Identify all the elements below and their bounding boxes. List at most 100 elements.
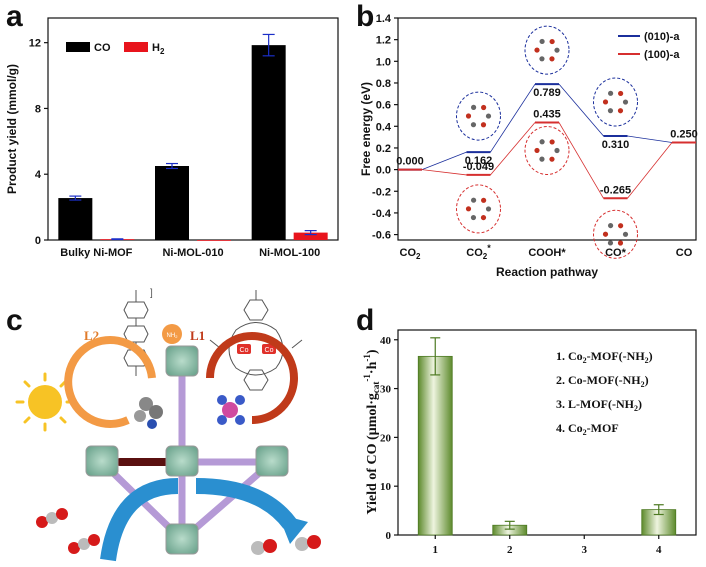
chart-b-molecule-atom <box>470 122 477 128</box>
co-center-2 <box>262 344 276 354</box>
chart-b-molecule-inset <box>593 77 638 127</box>
chart-d-ytick-label: 0 <box>386 530 392 542</box>
node-bottom <box>165 523 199 555</box>
chart-b-ylabel: Free energy (eV) <box>359 82 373 176</box>
chart-b-molecule-atom <box>485 206 492 212</box>
chart-a-bar-h2-2 <box>197 240 231 241</box>
chart-b-molecule-atom <box>465 113 472 119</box>
chart-b-value-label: 0.250 <box>670 129 698 141</box>
chart-b-molecule-atom <box>617 108 624 114</box>
cycle-arrow-l1 <box>206 332 298 424</box>
chart-b-molecule-atom <box>607 240 614 246</box>
panel-d-letter: d <box>356 304 374 337</box>
chart-b-connector-1-2 <box>558 122 604 199</box>
chart-a-category-label: Ni-MOL-010 <box>162 247 223 259</box>
chart-b-molecule-atom <box>622 99 629 105</box>
chart-b-molecule-inset <box>456 184 501 234</box>
chart-a-bar-h2-3 <box>293 232 328 240</box>
chart-b-molecule-atom <box>618 223 624 229</box>
chart-b-connector-0-0 <box>421 151 467 170</box>
chart-b-ytick-label: 0.8 <box>376 78 391 90</box>
chart-a-bar-co-3 <box>251 45 286 241</box>
co-molecule-1 <box>251 539 277 555</box>
chart-a-ytick-label: 12 <box>29 38 41 50</box>
co-molecule-2 <box>295 535 321 551</box>
chart-b-molecule-atom <box>549 156 555 162</box>
chart-d-legend-entry: 2. Co-MOF(-NH2) <box>556 373 649 389</box>
chart-a-frame <box>47 17 339 241</box>
chart-a-ytick-label: 0 <box>35 235 41 247</box>
chart-b-molecule-atom <box>607 90 614 96</box>
chart-b-lines: 0.162 0.789 0.310 0.000 -0.049 0.435 -0.265 0.2… <box>396 83 698 200</box>
panel-a-letter: a <box>6 0 23 33</box>
chart-b-value-label: 0.435 <box>533 109 561 121</box>
legend-100-label: (100)-a <box>644 49 680 61</box>
chart-b-ytick-label: 0.2 <box>376 143 391 155</box>
chart-b-molecule-atom <box>470 214 477 221</box>
blue-arrow-left <box>100 478 179 562</box>
chart-d-ytick-label: 10 <box>380 481 392 493</box>
chart-b-ytick-label: 0.0 <box>376 165 391 177</box>
chart-a-ytick-label: 4 <box>35 169 42 181</box>
blue-arrow-right-head <box>278 514 308 544</box>
chart-b-molecule-atom <box>607 108 614 114</box>
chart-b-value-label: 0.000 <box>396 156 424 168</box>
chart-b-molecule-atom <box>470 104 477 110</box>
legend-co-label: CO <box>94 42 111 54</box>
co2-molecule-2 <box>68 534 100 554</box>
chart-b-category-label: CO* <box>605 247 627 259</box>
chart-b-molecule-atom <box>481 104 487 111</box>
chart-d-legend-entry: 4. Co2-MOF <box>556 421 619 437</box>
nh2-label: NH2 <box>167 333 179 339</box>
chart-d-category-label: 2 <box>507 544 513 556</box>
co-label-1: Co <box>240 347 249 354</box>
chart-d-frame <box>397 329 697 536</box>
chart-b-frame <box>397 17 697 241</box>
chart-d-legend-entry: 3. L-MOF(-NH2) <box>556 397 642 413</box>
chart-b-molecule-atom <box>554 47 560 53</box>
chart-b-molecule-atom <box>602 99 609 105</box>
chart-b-category-label: CO2 <box>400 247 422 261</box>
chart-b-molecule-atom <box>539 38 545 45</box>
guest-molecule-l2 <box>134 397 163 429</box>
chart-b-molecule-atom <box>465 206 472 212</box>
chart-b-molecule-atom <box>534 47 540 53</box>
chart-b-connector-1-3 <box>627 142 673 199</box>
chart-d-legend: 1. Co2-MOF(-NH2) 2. Co-MOF(-NH2) 3. L-MOF(… <box>556 349 653 437</box>
chart-b-molecule-atom <box>539 139 545 145</box>
chart-b-legend: (010)-a (100)-a <box>618 31 680 61</box>
chart-b-molecule-atom <box>549 139 555 145</box>
chart-b-ytick-label: 1.4 <box>376 13 392 25</box>
nh2-group-marker <box>162 324 182 344</box>
chart-a-category-label: Bulky Ni-MOF <box>60 247 132 259</box>
chart-b-molecule-atom <box>602 231 609 237</box>
chart-b-molecule-atom <box>617 240 624 246</box>
chart-b-ytick-label: 1.0 <box>376 56 391 68</box>
chart-b-molecule-atom <box>618 90 624 97</box>
chart-b-category-label: CO2* <box>466 243 491 261</box>
chart-a: Product yield (mmol/g) 0 4 8 12 Bulky Ni-MO… <box>5 17 339 259</box>
schematic-illustration: ] NH2 L2 L1 Co Co <box>15 288 321 562</box>
chart-b-yticks: -0.6 -0.4 -0.2 0.0 0.2 0.4 0.6 0.8 1.0 1.2 1.4 <box>372 13 398 242</box>
chart-b-molecule-atom <box>470 197 477 203</box>
chart-d: Yield of CO (µmol·gcat-1·h-1) 010203040 … <box>362 329 697 556</box>
chart-a-legend: CO H2 <box>66 42 165 56</box>
chart-b-molecule-inset <box>456 91 501 141</box>
chart-b-molecule-inset <box>593 209 638 259</box>
chart-b-molecule-inset <box>524 126 570 176</box>
node-right <box>255 445 289 477</box>
chart-a-ylabel: Product yield (mmol/g) <box>5 64 19 194</box>
chart-b-molecule-atom <box>554 147 560 154</box>
label-l1: L1 <box>190 328 205 343</box>
chart-b-value-label: -0.049 <box>463 161 494 173</box>
chart-d-categories: 1 2 3 4 <box>433 535 662 556</box>
chart-b-molecule-atom <box>480 214 487 221</box>
chart-a-bars <box>58 33 328 241</box>
chart-b-ytick-label: 0.4 <box>376 121 392 133</box>
chart-b-category-label: CO <box>676 247 693 259</box>
chart-b-value-label: -0.265 <box>600 184 631 196</box>
node-center <box>165 445 199 477</box>
chart-d-bars <box>417 337 677 536</box>
chart-b-molecule-atom <box>622 231 629 237</box>
chart-a-bar-co-2 <box>155 166 189 240</box>
